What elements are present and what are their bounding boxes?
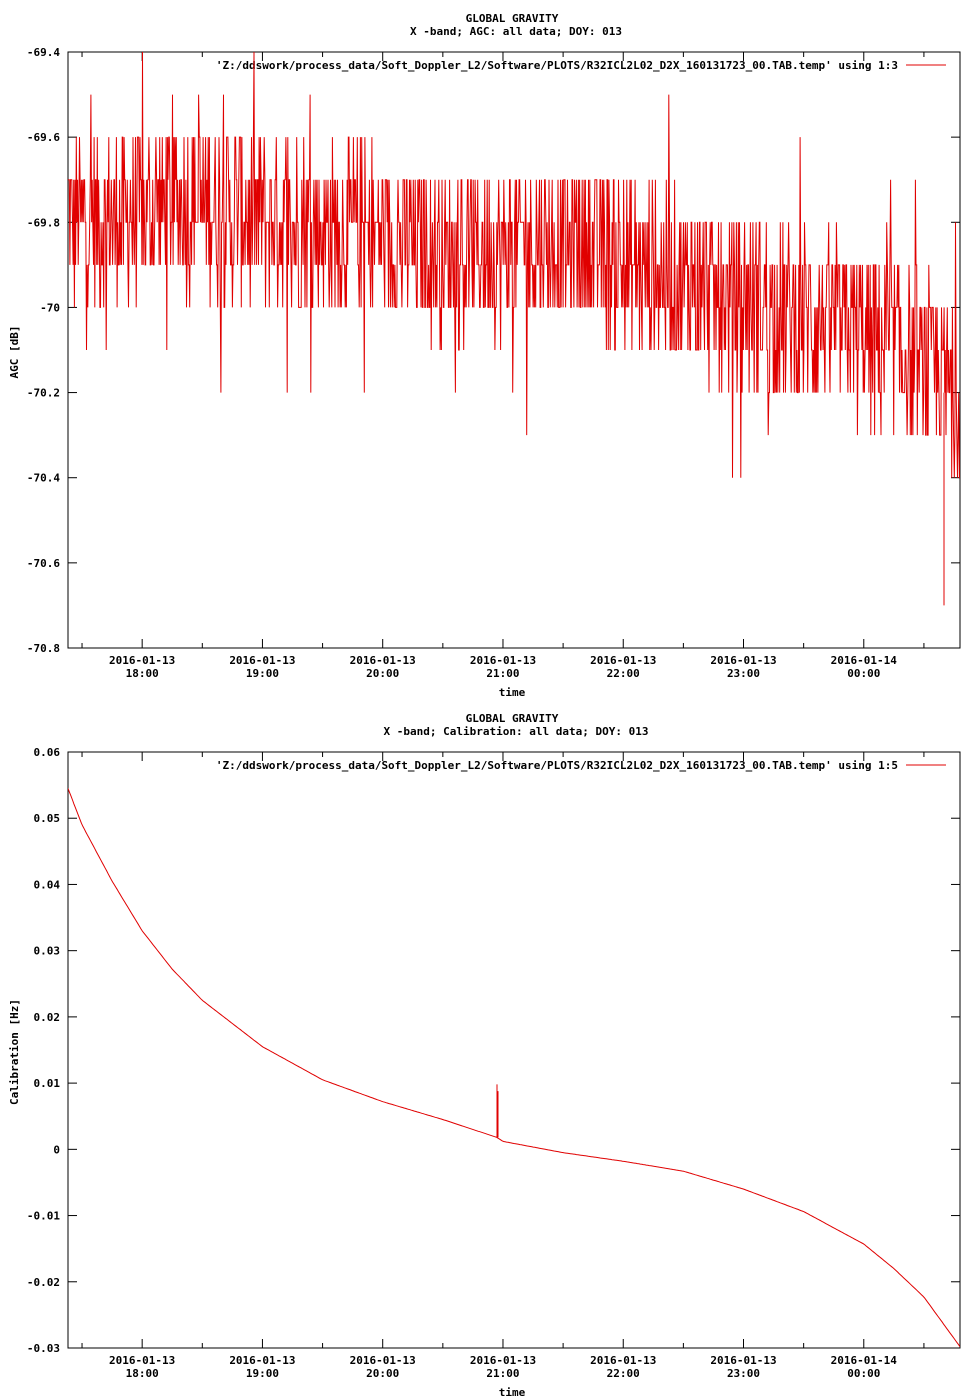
y-tick-label: 0.01 <box>34 1077 61 1090</box>
x-tick-label-date: 2016-01-14 <box>831 654 898 667</box>
legend-label: 'Z:/ddswork/process_data/Soft_Doppler_L2… <box>216 59 898 72</box>
y-tick-label: -70 <box>40 301 60 314</box>
x-tick-label-time: 21:00 <box>486 667 519 680</box>
x-tick-label-time: 18:00 <box>126 667 159 680</box>
x-tick-label-time: 19:00 <box>246 667 279 680</box>
y-tick-label: 0.02 <box>34 1011 61 1024</box>
x-tick-label-date: 2016-01-13 <box>470 654 536 667</box>
x-tick-label-time: 23:00 <box>727 1367 760 1380</box>
chart-subtitle: X -band; AGC: all data; DOY: 013 <box>410 25 622 38</box>
y-tick-label: 0 <box>53 1143 60 1156</box>
plot-frame <box>67 751 961 1349</box>
y-axis-label: AGC [dB] <box>8 326 21 379</box>
x-tick-label-date: 2016-01-13 <box>590 654 656 667</box>
x-tick-label-time: 23:00 <box>727 667 760 680</box>
x-tick-label-date: 2016-01-13 <box>229 1354 295 1367</box>
series-line <box>68 52 960 606</box>
chart-subtitle: X -band; Calibration: all data; DOY: 013 <box>384 725 649 738</box>
x-tick-label-time: 22:00 <box>607 1367 640 1380</box>
legend-label: 'Z:/ddswork/process_data/Soft_Doppler_L2… <box>216 759 898 772</box>
x-tick-label-date: 2016-01-14 <box>831 1354 898 1367</box>
x-tick-label-date: 2016-01-13 <box>350 1354 416 1367</box>
series-line <box>68 788 960 1347</box>
x-tick-label-time: 21:00 <box>486 1367 519 1380</box>
y-tick-label: 0.06 <box>34 746 61 759</box>
plot-frame <box>67 51 961 649</box>
y-tick-label: -0.02 <box>27 1276 60 1289</box>
y-axis-label: Calibration [Hz] <box>8 999 21 1105</box>
y-tick-label: -70.8 <box>27 642 60 655</box>
y-tick-label: -69.6 <box>27 131 60 144</box>
x-tick-label-time: 00:00 <box>847 667 880 680</box>
x-axis-label: time <box>499 686 526 699</box>
y-tick-label: -0.03 <box>27 1342 60 1355</box>
y-tick-label: 0.05 <box>34 812 61 825</box>
x-tick-label-date: 2016-01-13 <box>229 654 295 667</box>
x-tick-label-date: 2016-01-13 <box>109 1354 175 1367</box>
y-tick-label: -69.4 <box>27 46 60 59</box>
y-tick-label: -70.4 <box>27 472 60 485</box>
x-tick-label-date: 2016-01-13 <box>109 654 175 667</box>
x-tick-label-date: 2016-01-13 <box>590 1354 656 1367</box>
chart-title: GLOBAL GRAVITY <box>466 12 559 25</box>
x-tick-label-time: 22:00 <box>607 667 640 680</box>
x-tick-label-time: 18:00 <box>126 1367 159 1380</box>
y-tick-label: -70.2 <box>27 387 60 400</box>
x-tick-label-time: 19:00 <box>246 1367 279 1380</box>
x-tick-label-date: 2016-01-13 <box>710 1354 776 1367</box>
x-axis-label: time <box>499 1386 526 1399</box>
y-tick-label: -0.01 <box>27 1210 60 1223</box>
x-tick-label-date: 2016-01-13 <box>470 1354 536 1367</box>
chart-title: GLOBAL GRAVITY <box>466 712 559 725</box>
y-tick-label: 0.04 <box>34 878 61 891</box>
x-tick-label-date: 2016-01-13 <box>710 654 776 667</box>
x-tick-label-date: 2016-01-13 <box>350 654 416 667</box>
x-tick-label-time: 20:00 <box>366 667 399 680</box>
x-tick-label-time: 20:00 <box>366 1367 399 1380</box>
y-tick-label: -70.6 <box>27 557 60 570</box>
y-tick-label: -69.8 <box>27 216 60 229</box>
y-tick-label: 0.03 <box>34 945 61 958</box>
x-tick-label-time: 00:00 <box>847 1367 880 1380</box>
